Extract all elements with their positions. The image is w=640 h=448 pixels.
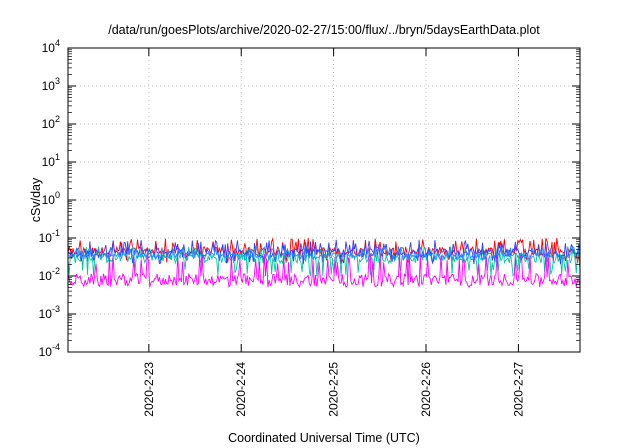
x-tick-labels: 2020-2-23 2020-2-24 2020-2-25 2020-2-26 2020… — [142, 362, 526, 417]
series-line — [67, 245, 581, 263]
y-tick-labels: 104 103 102 101 100 10-1 10-2 10-3 10-4 — [39, 38, 60, 359]
x-tick-label: 2020-2-25 — [327, 362, 341, 417]
ticks — [68, 47, 580, 353]
y-tick-label: 10-3 — [39, 304, 60, 321]
y-tick-label: 104 — [42, 38, 60, 55]
y-tick-label: 10-4 — [39, 342, 60, 359]
x-tick-label: 2020-2-27 — [511, 362, 525, 417]
y-tick-label: 100 — [42, 190, 60, 207]
x-tick-label: 2020-2-24 — [234, 362, 248, 417]
x-tick-label: 2020-2-26 — [419, 362, 433, 417]
y-tick-label: 10-1 — [39, 228, 60, 245]
y-tick-label: 102 — [42, 114, 60, 131]
x-axis-label: Coordinated Universal Time (UTC) — [228, 431, 420, 445]
y-tick-label: 10-2 — [39, 266, 60, 283]
y-tick-label: 103 — [42, 76, 60, 93]
series-line — [67, 239, 581, 265]
y-axis-label: cSv/day — [29, 177, 43, 222]
grid — [68, 48, 580, 352]
chart-title: /data/run/goesPlots/archive/2020-02-27/1… — [108, 23, 540, 37]
series-line — [67, 253, 581, 289]
y-tick-label: 101 — [42, 152, 60, 169]
x-tick-label: 2020-2-23 — [142, 362, 156, 417]
series-layer — [67, 237, 581, 289]
